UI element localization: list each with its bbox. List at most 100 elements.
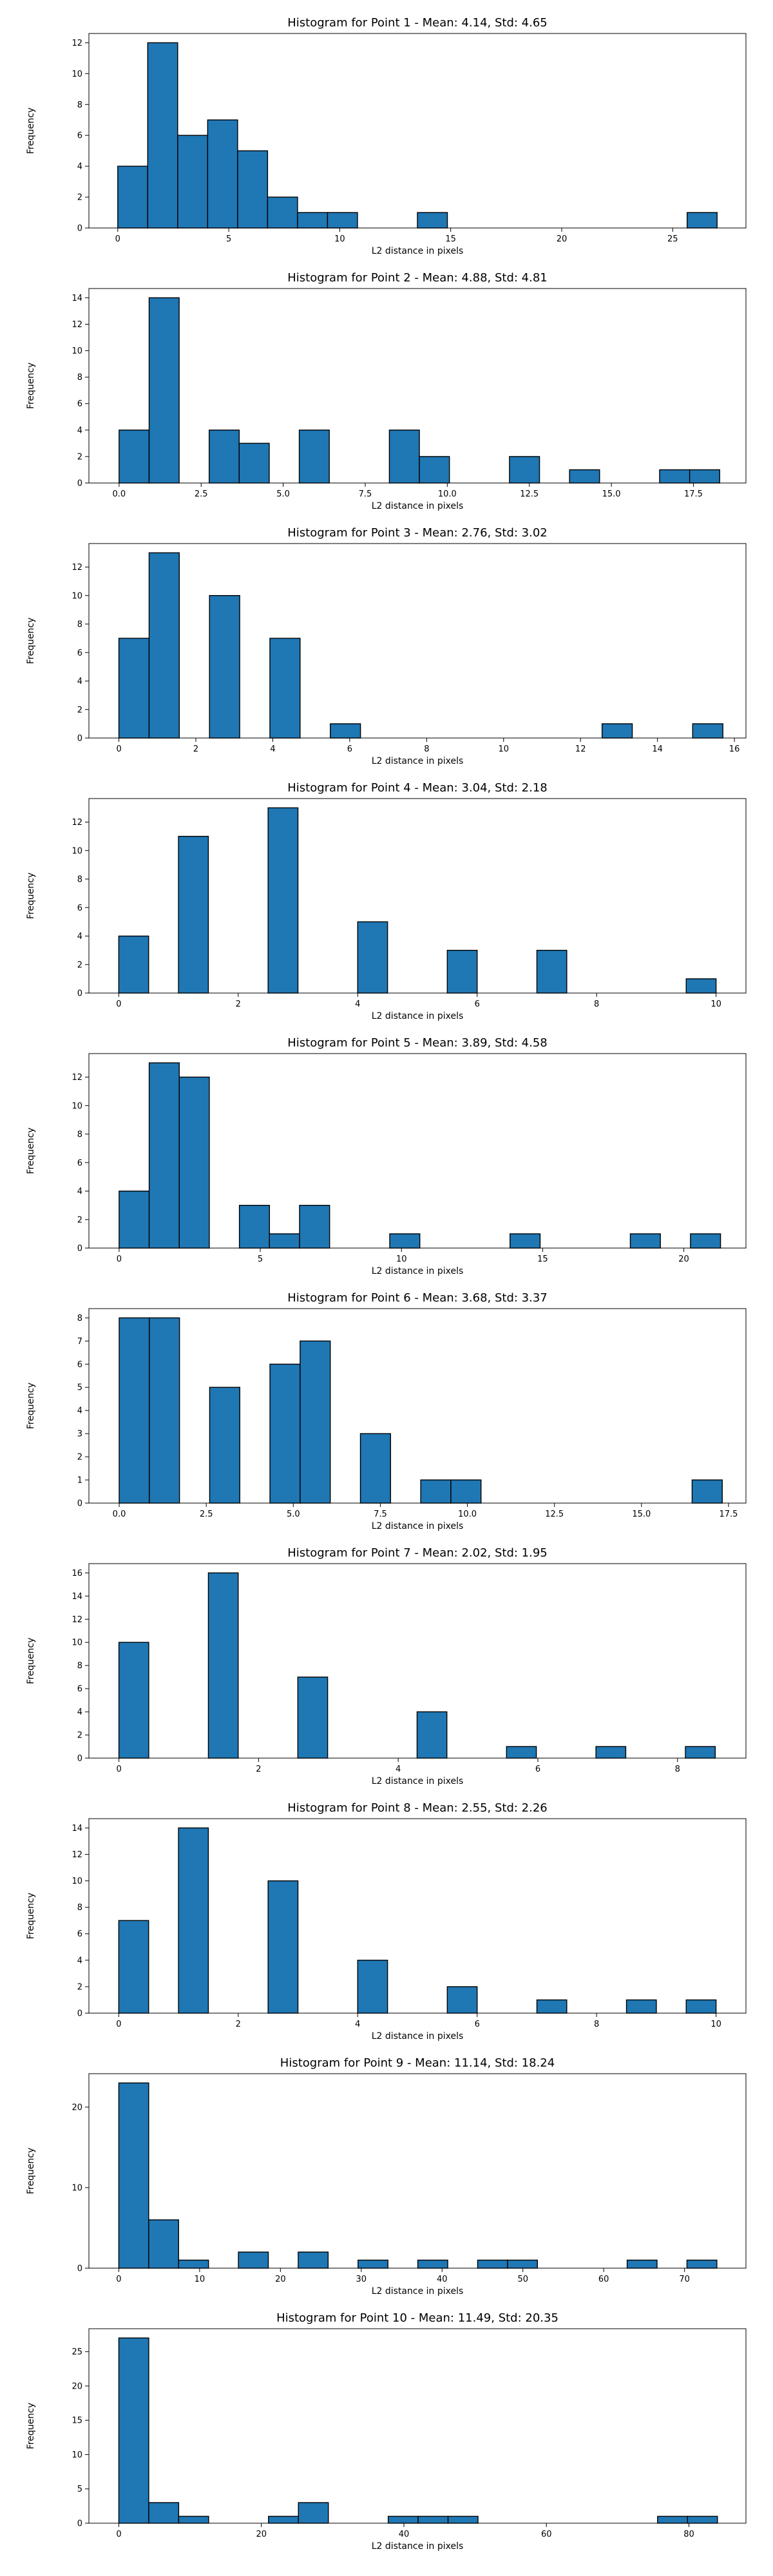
histogram-bar: [267, 196, 298, 229]
y-tick-label: 8: [77, 875, 82, 885]
y-tick-label: 6: [77, 1159, 82, 1168]
x-tick-label: 10: [195, 2275, 205, 2284]
histogram-bar: [299, 1204, 330, 1249]
histogram-bar: [148, 2219, 179, 2269]
histogram-bar: [417, 212, 448, 229]
y-axis-label: Frequency: [26, 2403, 36, 2449]
y-tick-label: 12: [72, 563, 82, 573]
histogram-bar: [625, 1999, 657, 2014]
histogram-bar: [298, 2502, 329, 2524]
histogram-bar: [601, 723, 633, 739]
histogram-bar: [209, 1387, 240, 1504]
chart-title: Histogram for Point 10 - Mean: 11.49, St…: [276, 2311, 558, 2325]
x-axis-label: L2 distance in pixels: [372, 2286, 464, 2297]
y-axis-label: Frequency: [26, 1638, 36, 1684]
histogram-bar: [686, 2259, 718, 2269]
x-tick-label: 12: [575, 744, 586, 754]
histogram-bar: [117, 166, 149, 229]
axes-frame: [88, 1053, 747, 1249]
histogram-bar: [148, 2502, 180, 2524]
histogram-bar: [419, 456, 450, 484]
histogram-bar: [387, 2515, 419, 2524]
x-tick-label: 25: [667, 234, 678, 244]
histogram-bar: [148, 297, 180, 484]
y-tick-label: 10: [72, 591, 82, 601]
y-tick-label: 2: [77, 705, 82, 715]
x-tick-label: 14: [652, 744, 663, 754]
x-tick-label: 0: [116, 2530, 121, 2539]
x-axis-label: L2 distance in pixels: [372, 1776, 464, 1786]
histogram-bar: [148, 552, 180, 739]
y-tick-label: 12: [72, 1850, 82, 1860]
y-tick-label: 0: [77, 1499, 82, 1509]
axes-frame: [88, 1563, 747, 1759]
x-tick-label: 0.0: [113, 489, 126, 499]
y-tick-label: 0: [77, 479, 82, 489]
y-tick-label: 10: [72, 1638, 82, 1648]
x-tick-label: 70: [679, 2275, 690, 2284]
x-axis-label: L2 distance in pixels: [372, 1266, 464, 1276]
histogram-bar: [118, 1920, 149, 2014]
x-tick-label: 4: [396, 1765, 401, 1774]
histogram-bar: [691, 1479, 723, 1504]
histogram-bar: [507, 2259, 539, 2269]
histogram-chart-9: Histogram for Point 9 - Mean: 11.14, Std…: [26, 2056, 747, 2297]
histogram-bar: [118, 2082, 149, 2269]
y-tick-label: 10: [72, 2183, 82, 2193]
histogram-bar: [689, 469, 720, 484]
histogram-bar: [269, 1233, 300, 1249]
x-tick-label: 7.5: [359, 489, 372, 499]
histogram-bar: [238, 1204, 271, 1249]
histogram-bar: [357, 1960, 388, 2014]
y-axis-label: Frequency: [26, 108, 36, 154]
histogram-bar: [267, 807, 299, 994]
y-tick-label: 2: [77, 1731, 82, 1741]
histogram-bar: [420, 1479, 452, 1504]
y-tick-label: 6: [77, 131, 82, 141]
histogram-bar: [119, 1190, 150, 1249]
x-tick-label: 60: [598, 2275, 609, 2284]
histogram-chart-8: Histogram for Point 8 - Mean: 2.55, Std:…: [26, 1801, 747, 2041]
x-tick-label: 10.0: [438, 489, 457, 499]
histogram-bar: [178, 835, 209, 994]
x-tick-label: 12.5: [520, 489, 539, 499]
x-axis-label: L2 distance in pixels: [372, 1011, 464, 1021]
histogram-bar: [626, 2259, 658, 2269]
x-axis-label: L2 distance in pixels: [372, 756, 464, 766]
y-axis-label: Frequency: [26, 363, 36, 409]
histogram-bar: [118, 1642, 149, 1759]
x-tick-label: 60: [541, 2530, 552, 2539]
histogram-bar: [389, 1233, 421, 1249]
histogram-bar: [536, 1999, 568, 2014]
histogram-bar: [690, 1233, 721, 1249]
y-tick-label: 8: [77, 620, 82, 630]
histogram-bar: [388, 430, 420, 484]
y-tick-label: 6: [77, 1929, 82, 1939]
histogram-bar: [417, 2515, 449, 2524]
y-tick-label: 6: [77, 649, 82, 658]
x-tick-label: 20: [557, 234, 568, 244]
chart-title: Histogram for Point 5 - Mean: 3.89, Std:…: [287, 1036, 548, 1050]
histogram-bar: [686, 212, 718, 229]
histogram-bar: [207, 119, 238, 229]
x-tick-label: 10: [711, 2020, 721, 2029]
x-tick-label: 0: [115, 234, 120, 244]
histogram-bar: [268, 2515, 299, 2524]
y-tick-label: 16: [72, 1569, 82, 1578]
x-tick-label: 6: [535, 1765, 540, 1774]
x-tick-label: 8: [675, 1765, 680, 1774]
histogram-bar: [177, 135, 209, 229]
x-tick-label: 20: [256, 2530, 267, 2539]
histogram-bar: [359, 1433, 392, 1504]
y-tick-label: 12: [72, 1073, 82, 1083]
y-axis-label: Frequency: [26, 1893, 36, 1939]
x-tick-label: 2: [193, 744, 198, 754]
histogram-bar: [269, 1363, 301, 1504]
y-tick-label: 8: [77, 1903, 82, 1913]
x-tick-label: 2: [256, 1765, 261, 1774]
x-tick-label: 4: [355, 2020, 360, 2029]
y-axis-label: Frequency: [26, 618, 36, 664]
y-tick-label: 10: [72, 2450, 82, 2460]
x-tick-label: 10: [711, 999, 721, 1009]
histogram-bar: [330, 723, 361, 739]
